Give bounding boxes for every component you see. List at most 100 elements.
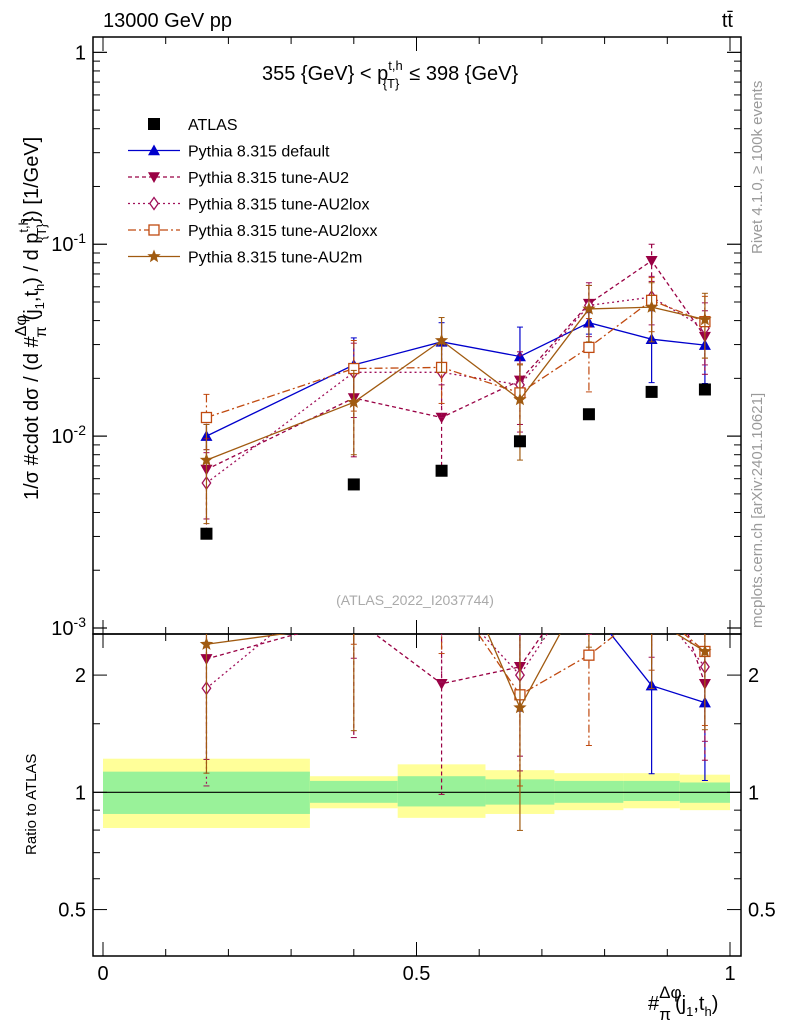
data-point [200, 527, 213, 540]
series-3 [200, 277, 711, 451]
ratio-point [698, 644, 712, 658]
data-point [347, 478, 360, 491]
series-1 [200, 243, 711, 520]
ratio-line [477, 634, 706, 696]
legend-marker [148, 144, 160, 156]
ratio-point [435, 520, 448, 533]
series-point [513, 392, 527, 406]
plot-title: 355 {GeV} < pt,h {T} ≤ 398 {GeV} [262, 58, 518, 91]
ratio-tick-label: 0.5 [58, 900, 86, 922]
series-point [583, 341, 595, 354]
ratio-tick-label-right: 0.5 [748, 900, 776, 922]
legend-item-1: Pythia 8.315 tune-AU2 [128, 170, 349, 187]
legend: ATLAS Pythia 8.315 default Pythia 8.315 tu… [128, 117, 377, 267]
data-point [513, 435, 526, 448]
ratio-series-1 [200, 522, 711, 795]
mcplots-label: mcplots.cern.ch [arXiv:2401.10621] [749, 393, 766, 628]
svg-text:1/σ #cdot dσ / (d #Δφπ(j1,th): 1/σ #cdot dσ / (d #Δφ π(j1,th) / d pt,h {T… [13, 137, 50, 500]
x-tick-label: 1 [724, 963, 735, 985]
ratio-point [646, 522, 658, 533]
ratio-bands [93, 758, 741, 828]
x-axis-label: #Δφ π (j1,th) [648, 983, 718, 1024]
legend-label: Pythia 8.315 tune-AU2 [188, 170, 349, 187]
legend-item-2: Pythia 8.315 tune-AU2lox [128, 196, 369, 214]
y-tick-label: 10-2 [51, 422, 86, 448]
header-left: 13000 GeV pp [103, 10, 232, 32]
legend-item-3: Pythia 8.315 tune-AU2loxx [128, 223, 377, 240]
series-line [206, 306, 706, 461]
legend-marker [148, 224, 160, 236]
main-axis-ticks: 1 10-1 10-2 10-3 [51, 37, 741, 640]
ratio-point [437, 575, 447, 585]
legend-item-4: Pythia 8.315 tune-AU2m [128, 249, 362, 267]
ratio-point [585, 565, 593, 577]
series-point [347, 395, 361, 408]
data-point [435, 464, 448, 477]
legend-marker [147, 249, 161, 263]
data-point [645, 385, 658, 398]
header-right: tt̄ [722, 10, 734, 32]
series-line [206, 296, 706, 484]
ratio-point [647, 602, 657, 612]
data-point [698, 383, 711, 396]
series-0 [200, 310, 711, 451]
legend-label: Pythia 8.315 tune-AU2m [188, 250, 362, 267]
ratio-point [200, 590, 212, 601]
ratio-point [201, 553, 211, 563]
ratio-clipped [199, 520, 712, 831]
series-point [645, 255, 658, 267]
ratio-point [583, 562, 595, 573]
series-2 [201, 275, 710, 532]
ratio-point [582, 573, 595, 586]
ratio-line [609, 634, 706, 704]
y-axis-label: 1/σ #cdot dσ / (d #Δφ π(j1,th) / d pt,h {T… [13, 137, 50, 500]
y-tick-label: 1 [75, 42, 86, 64]
series-point [200, 411, 213, 424]
ratio-line [206, 634, 706, 689]
ratio-series-2 [201, 561, 710, 787]
legend-label: Pythia 8.315 default [188, 144, 330, 161]
legend-label: ATLAS [188, 117, 238, 134]
y-tick-label: 10-3 [51, 614, 86, 640]
legend-marker [148, 172, 160, 183]
series-point [434, 333, 449, 347]
analysis-tag: (ATLAS_2022_I2037744) [336, 592, 494, 608]
legend-item-0: Pythia 8.315 default [128, 144, 330, 161]
rivet-label: Rivet 4.1.0, ≥ 100k events [749, 81, 766, 254]
ratio-y-label: Ratio to ATLAS [23, 754, 40, 855]
atlas-data [200, 383, 711, 540]
ratio-point [350, 561, 358, 573]
legend-label: Pythia 8.315 tune-AU2lox [188, 197, 369, 214]
x-tick-label: 0.5 [403, 963, 431, 985]
main-series [199, 243, 712, 540]
data-point [582, 408, 595, 421]
series-point [698, 312, 712, 326]
ratio-tick-label: 1 [75, 782, 86, 804]
ratio-tick-label: 2 [75, 665, 86, 687]
series-line [206, 322, 705, 437]
ratio-series-4 [199, 520, 712, 831]
ratio-point [583, 649, 595, 661]
ratio-point [435, 678, 448, 690]
x-tick-label: 0 [97, 963, 108, 985]
ratio-point [647, 595, 655, 607]
ratio-point [348, 613, 360, 624]
series-line [206, 259, 706, 471]
series-point [435, 412, 448, 424]
series-4 [199, 282, 712, 525]
ratio-point [514, 612, 526, 623]
legend-marker [148, 118, 160, 130]
legend-marker [149, 196, 159, 211]
ratio-point [349, 553, 359, 563]
ratio-series-0 [200, 544, 711, 782]
ratio-point [513, 700, 527, 714]
ratio-point [348, 544, 360, 555]
y-tick-label: 10-1 [51, 230, 86, 256]
legend-item-atlas: ATLAS [148, 117, 238, 134]
ratio-axis-ticks: 0.5 0.5 1 1 2 2 0 0.5 1 [58, 634, 776, 985]
series-point [199, 453, 214, 466]
series-point [645, 300, 659, 313]
ratio-series-3 [201, 553, 711, 787]
ratio-tick-label-right: 1 [748, 782, 759, 804]
